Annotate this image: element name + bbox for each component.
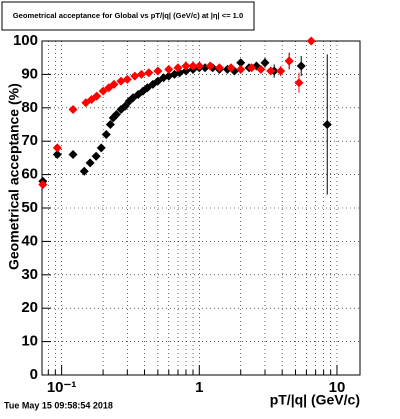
chart-title: Geometrical acceptance for Global vs pT/… (13, 11, 243, 20)
marker (79, 166, 89, 176)
marker (38, 180, 48, 190)
marker (188, 61, 198, 71)
y-tick-label: 90 (21, 65, 38, 82)
marker (136, 69, 146, 79)
marker (116, 76, 126, 86)
x-tick-label: 10⁻¹ (47, 379, 77, 396)
marker (181, 66, 191, 76)
y-tick-label: 0 (30, 366, 38, 383)
marker (153, 76, 163, 86)
plot-frame (41, 40, 361, 376)
x-tick-label: 10 (329, 379, 346, 396)
marker (144, 68, 154, 78)
marker (284, 56, 294, 66)
marker (109, 79, 119, 89)
marker (52, 143, 62, 153)
timestamp: Tue May 15 09:58:54 2018 (4, 400, 113, 410)
marker (296, 61, 306, 71)
x-axis-label: pT/|q| (GeV/c) (270, 392, 360, 408)
marker (85, 158, 95, 168)
marker (68, 104, 78, 114)
marker (52, 150, 62, 160)
marker (92, 91, 102, 101)
marker (153, 66, 163, 76)
title-box (1, 1, 255, 31)
y-tick-label: 20 (21, 299, 38, 316)
marker (122, 74, 132, 84)
marker (247, 63, 257, 73)
marker (236, 64, 246, 74)
y-tick-label: 40 (21, 232, 38, 249)
marker (226, 63, 236, 73)
marker (68, 150, 78, 160)
marker (81, 98, 91, 108)
y-tick-label: 70 (21, 132, 38, 149)
marker (236, 58, 246, 68)
marker (101, 130, 111, 140)
marker (306, 36, 316, 46)
x-tick-label: 1 (195, 379, 203, 396)
y-tick-label: 30 (21, 266, 38, 283)
y-tick-label: 80 (21, 99, 38, 116)
marker (98, 86, 108, 96)
y-tick-label: 10 (21, 333, 38, 350)
marker (276, 66, 286, 76)
y-tick-label: 50 (21, 199, 38, 216)
marker (91, 151, 101, 161)
marker (96, 143, 106, 153)
marker (294, 78, 304, 88)
marker (173, 63, 183, 73)
marker (205, 61, 215, 71)
marker (105, 120, 115, 129)
marker (260, 58, 270, 68)
marker (214, 63, 224, 73)
marker (322, 120, 332, 129)
marker (181, 61, 191, 71)
marker (194, 61, 204, 71)
marker (266, 66, 276, 76)
marker (256, 64, 266, 74)
y-axis-label: Geometrical acceptance (%) (6, 83, 22, 270)
marker (130, 71, 140, 81)
marker (164, 64, 174, 74)
y-tick-label: 100 (13, 32, 38, 49)
marker (111, 109, 121, 119)
y-tick-label: 60 (21, 166, 38, 183)
